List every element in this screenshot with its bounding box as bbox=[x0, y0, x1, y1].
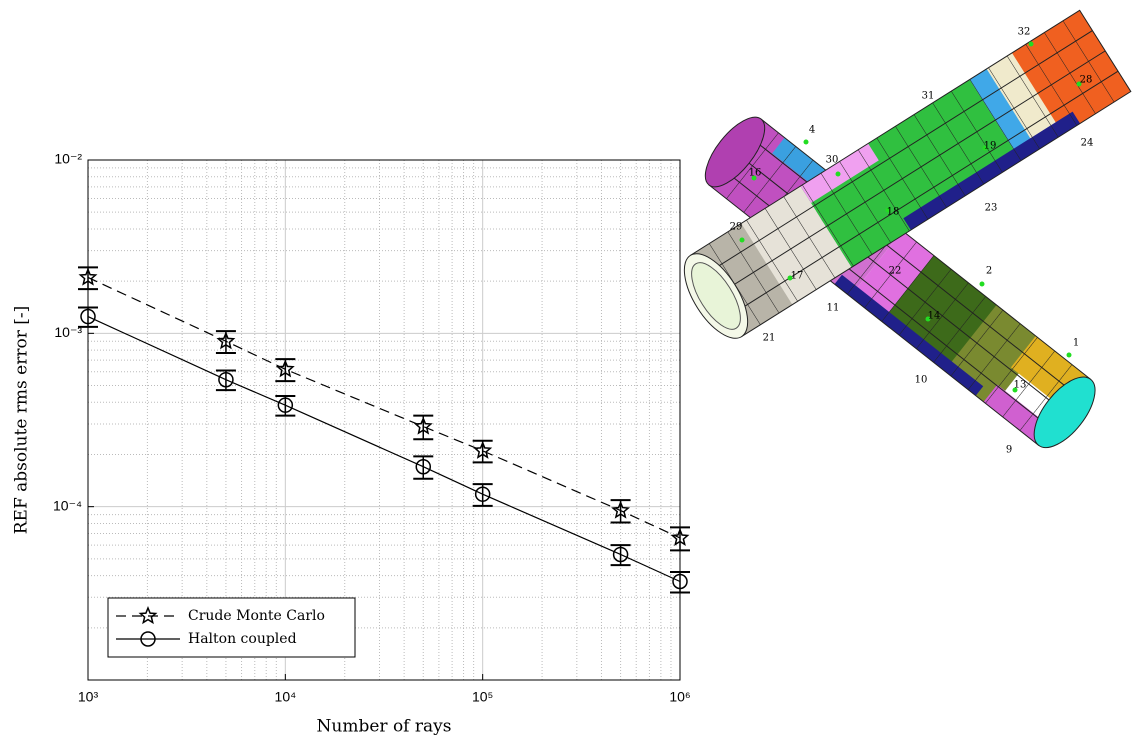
y-tick-label: 10⁻⁴ bbox=[53, 497, 82, 513]
figure-label: 2 bbox=[986, 266, 992, 277]
x-tick-label: 10⁴ bbox=[275, 689, 297, 705]
figure-point bbox=[1029, 42, 1034, 47]
figure-label: 14 bbox=[928, 311, 941, 322]
figure-point bbox=[1067, 353, 1072, 358]
figure-point bbox=[836, 172, 841, 177]
figure-label: 32 bbox=[1018, 27, 1031, 38]
figure-label: 16 bbox=[749, 168, 762, 179]
x-tick-label: 10⁶ bbox=[669, 689, 690, 705]
figure-label: 11 bbox=[827, 303, 840, 314]
figure-label: 21 bbox=[763, 333, 776, 344]
figure-label: 1 bbox=[1073, 338, 1079, 349]
figure-label: 23 bbox=[985, 203, 998, 214]
y-axis-label: REF absolute rms error [-] bbox=[12, 306, 32, 535]
figure bbox=[672, 10, 1131, 457]
figure-label: 18 bbox=[887, 207, 900, 218]
figure-label: 9 bbox=[1006, 445, 1012, 456]
figure-label: 24 bbox=[1081, 138, 1094, 149]
figure-label: 28 bbox=[1080, 75, 1093, 86]
page: {"chart_data": {"type": "line", "xlabel"… bbox=[0, 0, 1132, 740]
figure-label: 30 bbox=[826, 155, 839, 166]
figure-label: 4 bbox=[809, 125, 815, 136]
x-tick-label: 10³ bbox=[78, 689, 99, 705]
y-tick-label: 10⁻² bbox=[54, 151, 82, 167]
figure-label: 22 bbox=[889, 266, 902, 277]
figure-label: 17 bbox=[791, 271, 804, 282]
chart: 10³10⁴10⁵10⁶10⁻⁴10⁻³10⁻²Number of raysRE… bbox=[0, 0, 1132, 740]
legend-label: Crude Monte Carlo bbox=[188, 608, 325, 624]
figure-label: 19 bbox=[984, 141, 997, 152]
x-tick-label: 10⁵ bbox=[472, 689, 493, 705]
figure-label: 13 bbox=[1014, 380, 1027, 391]
legend-box bbox=[108, 598, 355, 657]
x-axis-label: Number of rays bbox=[317, 717, 452, 737]
figure-label: 10 bbox=[915, 375, 928, 386]
figure-label: 31 bbox=[922, 91, 935, 102]
figure-point bbox=[804, 140, 809, 145]
legend-label: Halton coupled bbox=[188, 631, 297, 647]
figure-label: 29 bbox=[730, 222, 743, 233]
figure-point bbox=[740, 238, 745, 243]
figure-point bbox=[980, 282, 985, 287]
